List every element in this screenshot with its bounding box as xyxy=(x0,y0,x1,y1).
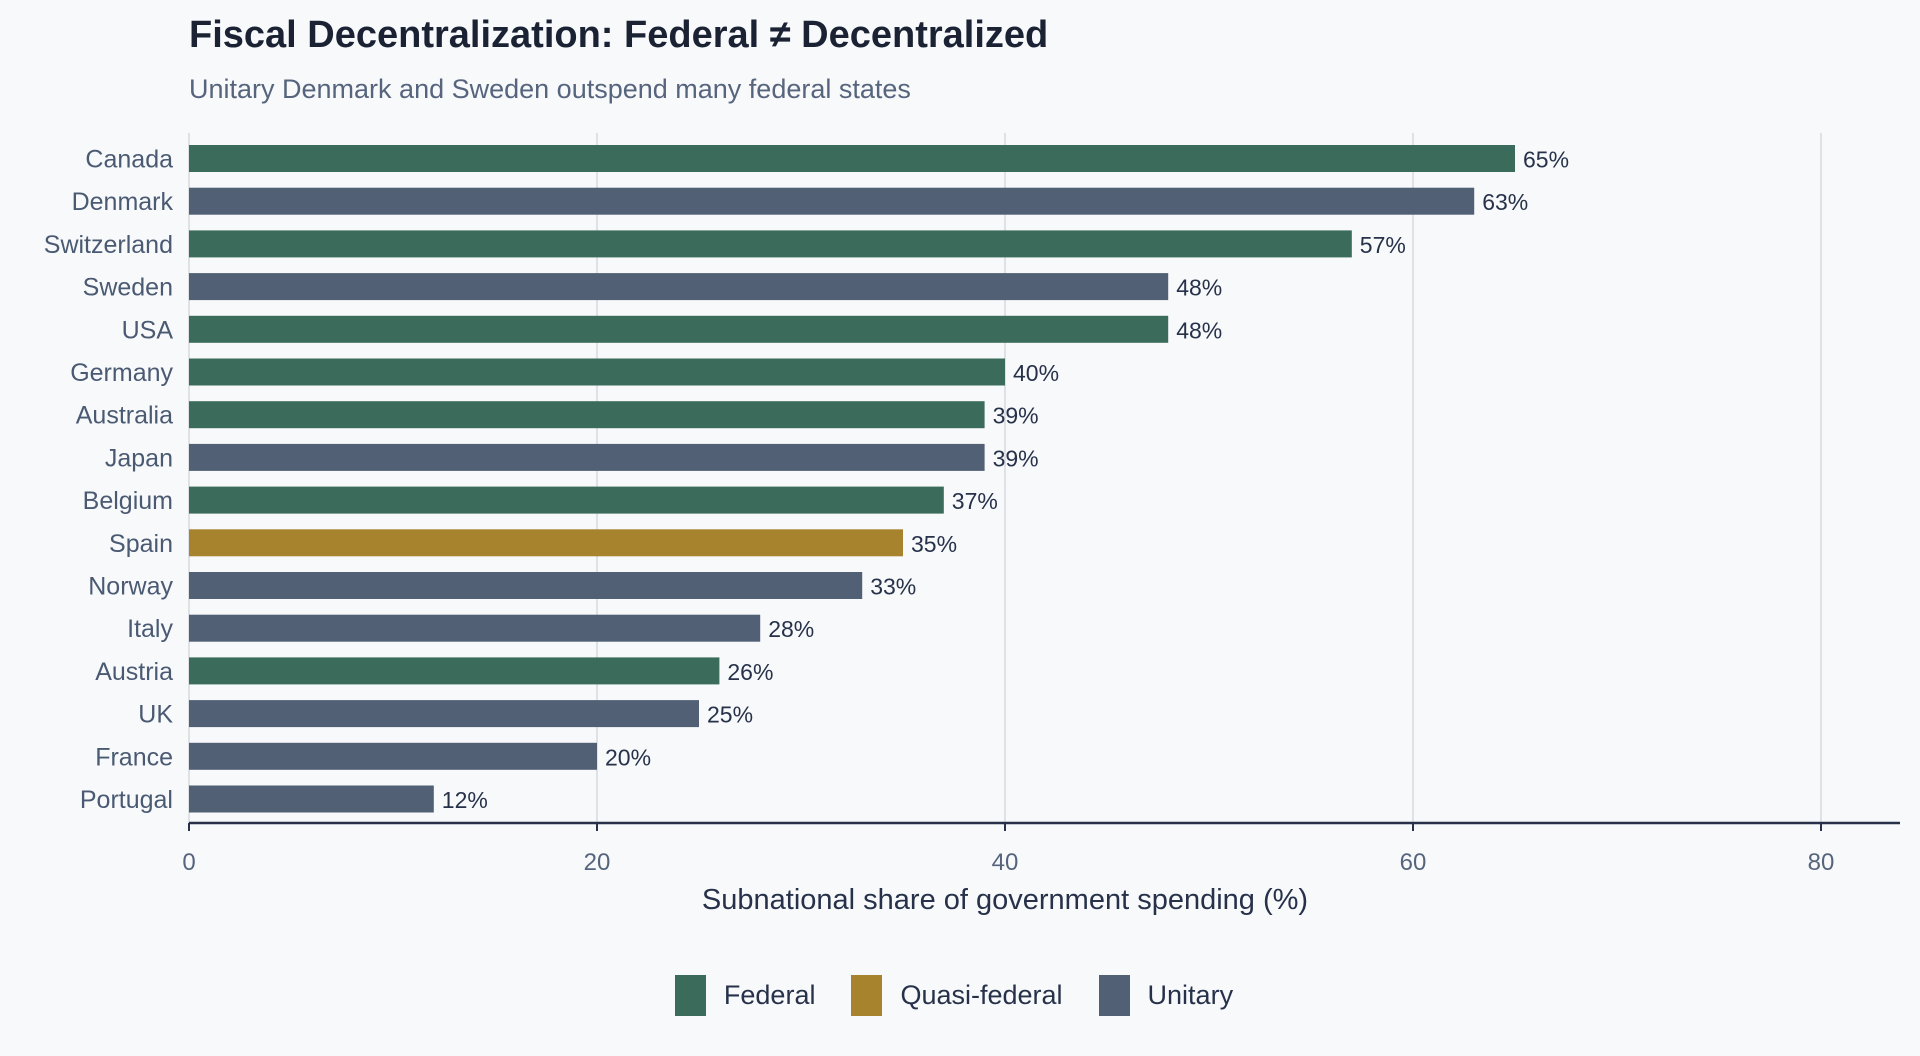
category-label: Denmark xyxy=(72,188,174,216)
x-tick-label: 40 xyxy=(992,849,1019,876)
value-labels: 65% 63% 57% 48% 48% 40% 39% 39% 37% 35% 33% 28% 26% 2… xyxy=(442,147,1569,814)
bar xyxy=(189,614,761,642)
bars xyxy=(189,145,1515,813)
category-label: Italy xyxy=(127,615,173,643)
category-label: Austria xyxy=(95,658,173,686)
category-labels: Canada Denmark Switzerland Sweden USA Germany… xyxy=(44,146,174,815)
bar xyxy=(189,785,434,813)
value-label: 25% xyxy=(707,702,753,728)
bar xyxy=(189,273,1169,301)
chart-subtitle: Unitary Denmark and Sweden outspend many… xyxy=(189,74,911,104)
value-label: 63% xyxy=(1482,189,1528,215)
bar xyxy=(189,742,597,770)
category-label: Portugal xyxy=(80,786,173,814)
value-label: 39% xyxy=(993,445,1039,471)
bar xyxy=(189,572,863,599)
legend-swatch xyxy=(674,975,706,1016)
x-tick-label: 80 xyxy=(1808,849,1835,876)
legend-item: Federal xyxy=(674,975,828,1016)
category-label: Switzerland xyxy=(44,231,173,259)
bar xyxy=(189,486,944,514)
value-label: 20% xyxy=(605,744,651,770)
legend-swatch xyxy=(851,975,883,1016)
category-label: France xyxy=(95,743,173,771)
category-label: Canada xyxy=(85,146,173,174)
bar xyxy=(189,187,1475,215)
category-label: UK xyxy=(138,701,173,729)
x-tick-label: 20 xyxy=(584,849,611,876)
legend-item: Quasi-federal xyxy=(851,975,1074,1016)
value-label: 48% xyxy=(1176,275,1222,301)
bar xyxy=(189,700,699,728)
category-label: Australia xyxy=(76,402,173,430)
bar xyxy=(189,145,1515,172)
legend-label: Quasi-federal xyxy=(900,980,1063,1010)
x-axis-label: Subnational share of government spending… xyxy=(702,884,1308,916)
value-label: 37% xyxy=(952,488,998,514)
value-label: 33% xyxy=(870,574,916,600)
category-label: Sweden xyxy=(83,274,173,302)
value-label: 57% xyxy=(1360,232,1406,258)
value-label: 35% xyxy=(911,531,957,557)
legend-item: Unitary xyxy=(1098,975,1246,1016)
bar xyxy=(189,657,720,685)
x-tick-label: 60 xyxy=(1400,849,1427,876)
bar xyxy=(189,529,903,557)
legend-swatch xyxy=(1098,975,1130,1016)
category-label: Spain xyxy=(109,530,173,558)
value-label: 65% xyxy=(1523,147,1569,173)
value-label: 26% xyxy=(727,659,773,685)
bar xyxy=(189,315,1169,343)
value-label: 48% xyxy=(1176,317,1222,343)
bar xyxy=(189,443,985,471)
bar xyxy=(189,358,1005,386)
legend-label: Federal xyxy=(723,980,816,1010)
legend-label: Unitary xyxy=(1147,980,1234,1010)
value-label: 12% xyxy=(442,787,488,813)
bar xyxy=(189,401,985,429)
category-label: Norway xyxy=(88,573,173,601)
bar-chart: Canada Denmark Switzerland Sweden USA Germany… xyxy=(44,133,1900,916)
bar xyxy=(189,230,1352,258)
value-label: 40% xyxy=(1013,360,1059,386)
chart-title: Fiscal Decentralization: Federal ≠ Decen… xyxy=(189,14,1049,56)
value-label: 28% xyxy=(768,616,814,642)
value-label: 39% xyxy=(993,403,1039,429)
category-label: Japan xyxy=(105,444,173,472)
category-label: Belgium xyxy=(83,487,173,515)
category-label: USA xyxy=(122,316,174,344)
x-tick-label: 0 xyxy=(182,849,195,876)
legend: Federal Quasi-federal Unitary xyxy=(0,975,1920,1016)
category-label: Germany xyxy=(70,359,173,387)
x-axis: 0 20 40 60 80 xyxy=(182,821,1900,876)
